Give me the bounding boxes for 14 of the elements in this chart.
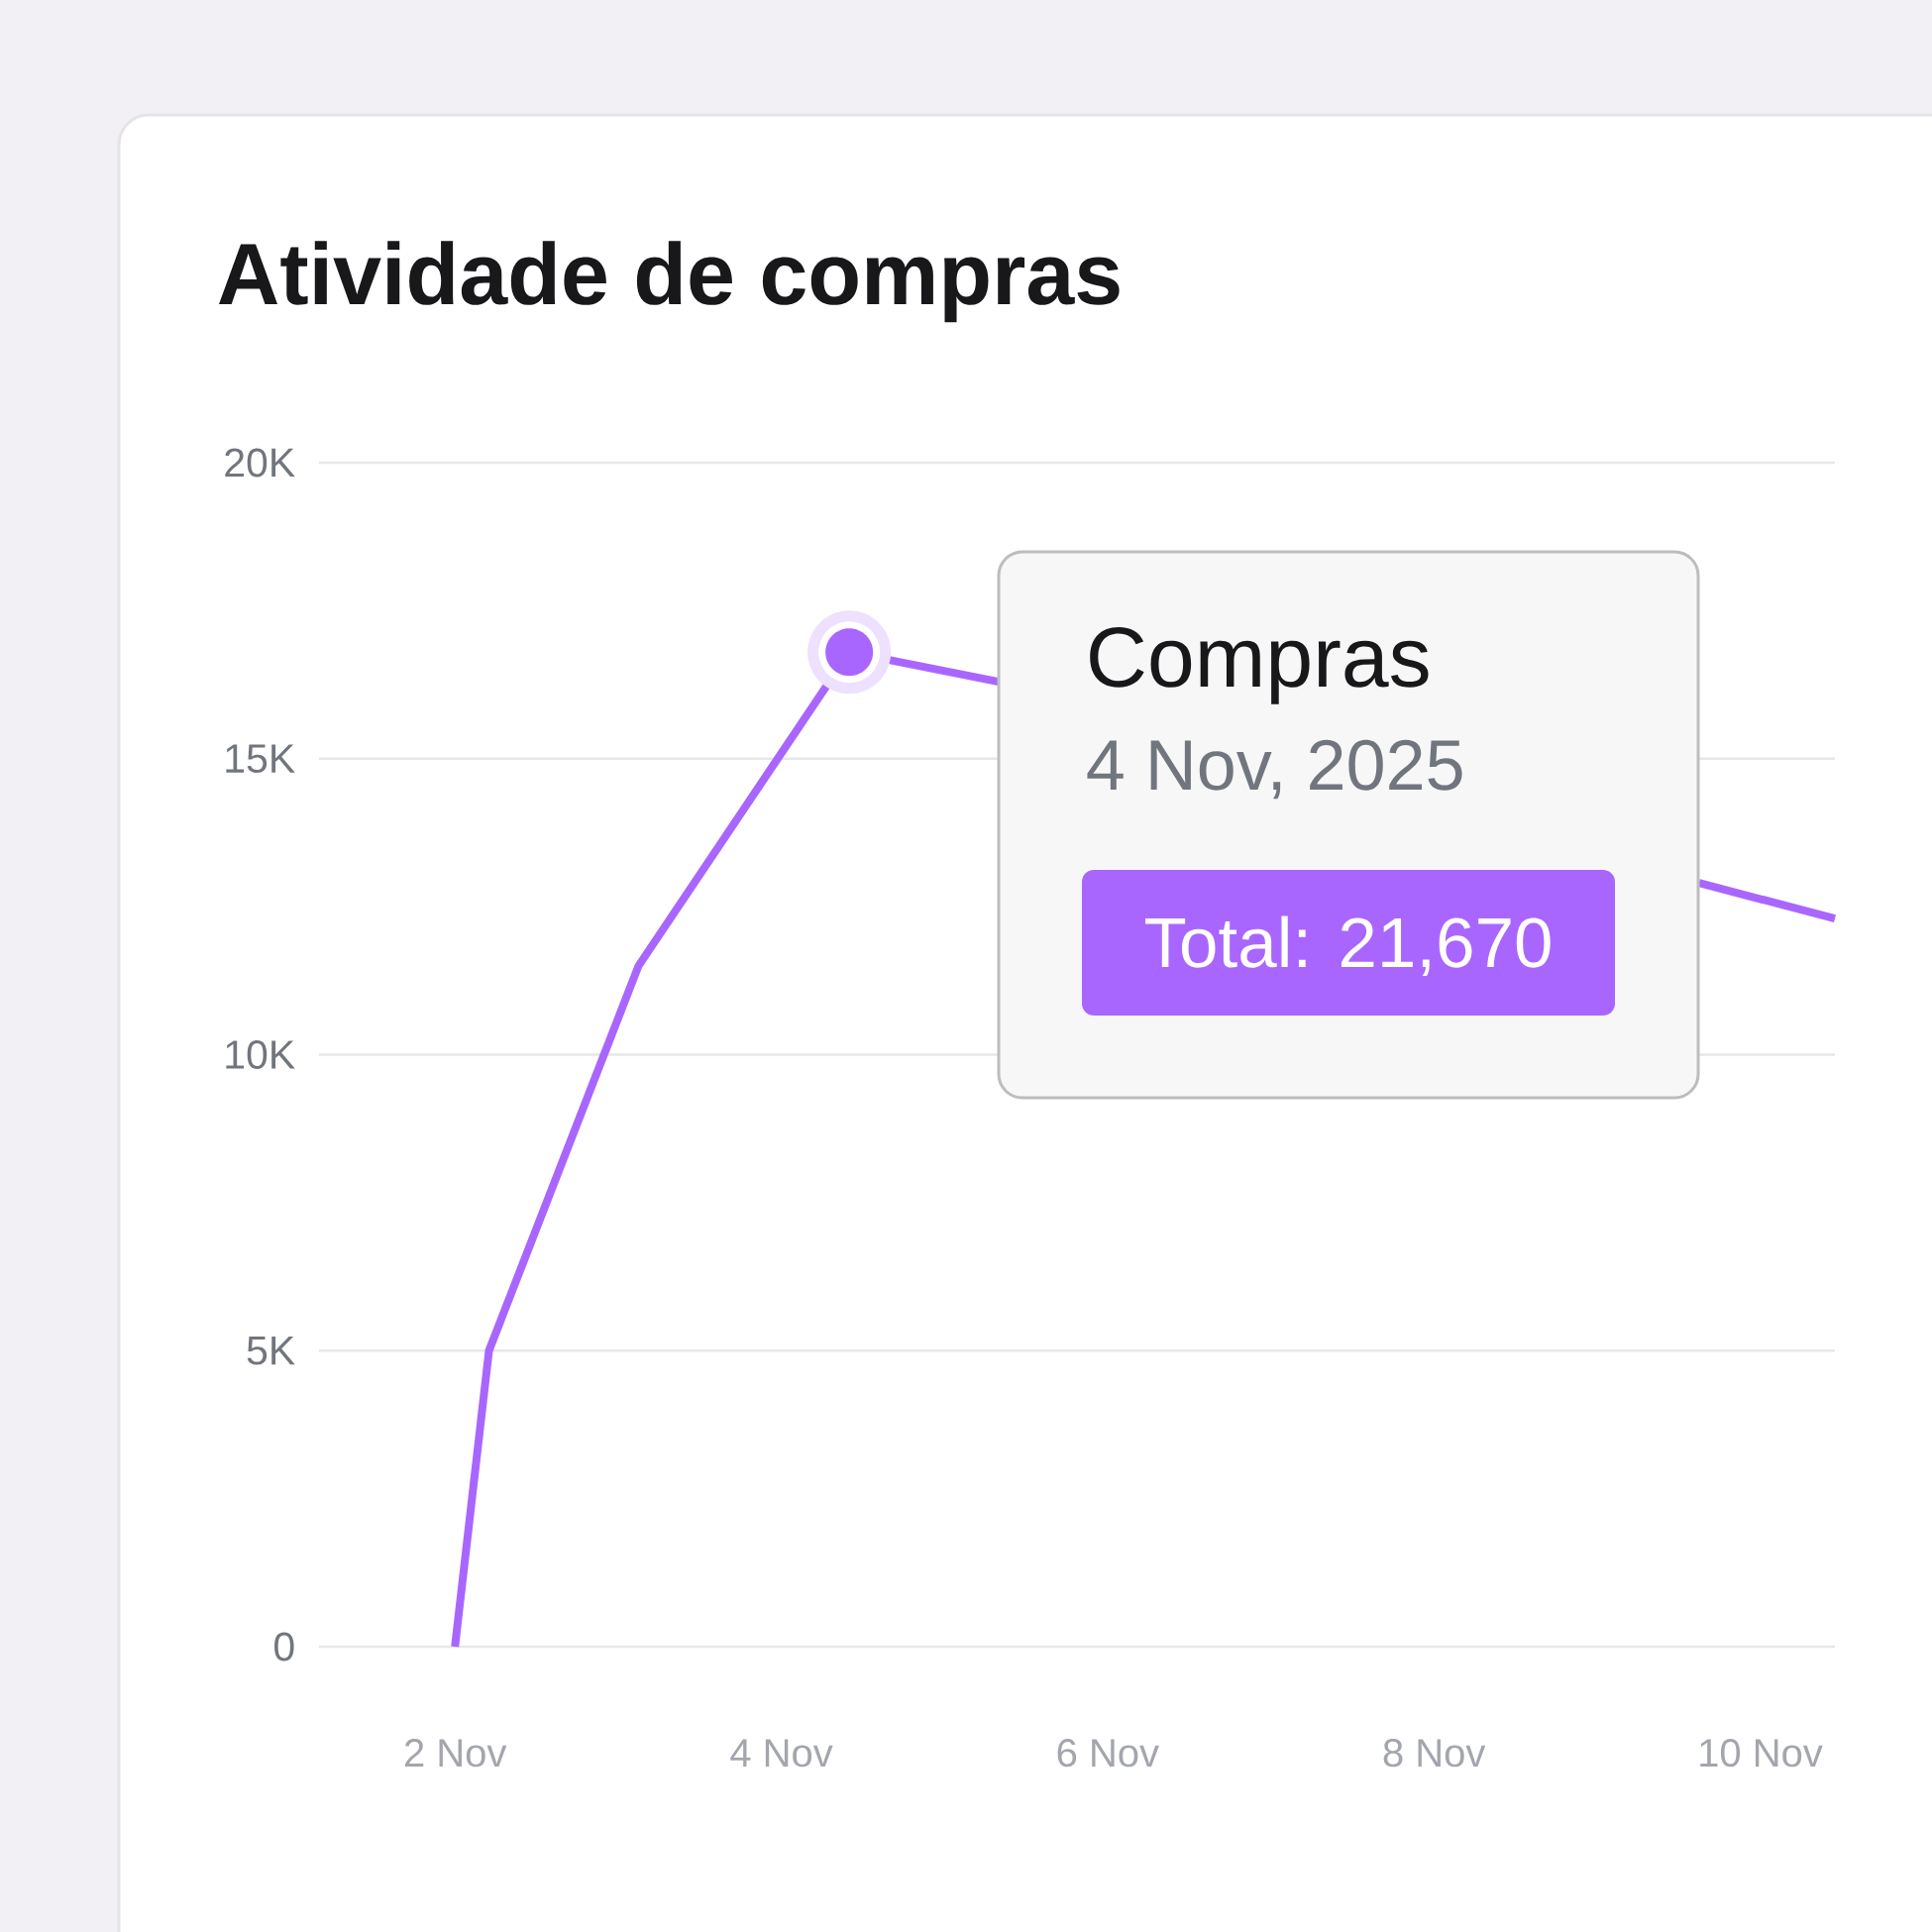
y-tick-label: 0 xyxy=(274,1632,294,1662)
y-tick-label: 15K xyxy=(226,744,295,774)
x-tick-label: 6 Nov xyxy=(1057,1739,1159,1768)
x-tick-label: 2 Nov xyxy=(404,1739,507,1768)
x-tick-label: 4 Nov xyxy=(730,1739,833,1768)
y-tick-label: 5K xyxy=(247,1336,295,1365)
annotation: Total: 21,670 xyxy=(1145,915,1551,977)
annotation: 4 Nov, 2025 xyxy=(1087,739,1462,800)
x-tick-label: 10 Nov xyxy=(1700,1739,1823,1768)
y-tick-label: 10K xyxy=(226,1039,295,1069)
annotation: Compras xyxy=(1090,626,1429,704)
y-tick-label: 20K xyxy=(225,448,295,478)
chart-title: Atividade de compras xyxy=(219,241,1120,323)
x-tick-label: 8 Nov xyxy=(1383,1739,1486,1768)
